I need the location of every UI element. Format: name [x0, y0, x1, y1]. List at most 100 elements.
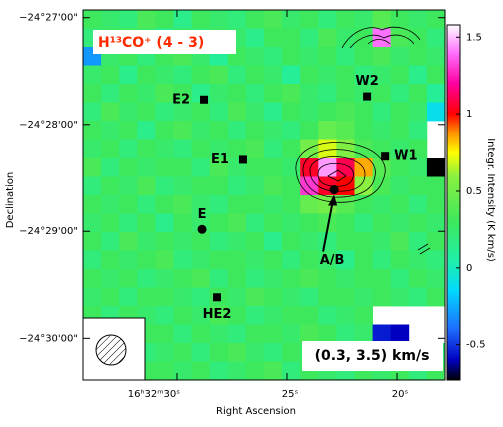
cell — [119, 213, 138, 233]
cell — [191, 176, 211, 196]
cell — [264, 84, 283, 103]
cell — [426, 84, 446, 103]
cell — [101, 102, 120, 122]
cell — [155, 84, 174, 103]
cell — [191, 324, 211, 344]
cell — [155, 232, 174, 251]
x-tick-label: 20ˢ — [392, 389, 409, 400]
cell — [390, 139, 410, 159]
colorbar-segment — [447, 175, 460, 223]
cell — [137, 176, 156, 196]
contours — [295, 26, 431, 255]
overlay: H¹³CO⁺ (4 - 3) (0.3, 3.5) km/s E2 W2 E1 W1 E… — [82, 26, 443, 381]
cell — [137, 287, 156, 307]
cell — [227, 139, 247, 159]
cell — [408, 139, 428, 159]
cell — [191, 195, 211, 214]
cell — [209, 324, 229, 344]
cell — [137, 158, 156, 177]
source-marker — [381, 152, 390, 161]
cell — [336, 121, 355, 140]
cell — [282, 28, 301, 48]
cell — [354, 250, 373, 270]
cell — [155, 250, 174, 270]
cell — [83, 121, 102, 140]
colorbar-segment — [447, 329, 460, 361]
cell — [354, 121, 373, 140]
cell — [318, 121, 337, 140]
cell — [390, 65, 410, 85]
cell — [245, 176, 265, 196]
cell — [245, 139, 265, 159]
cell — [318, 28, 337, 48]
cell — [318, 139, 337, 159]
cell — [155, 10, 174, 29]
cell — [137, 195, 156, 214]
cell — [101, 269, 120, 288]
cell — [173, 250, 192, 270]
cell — [227, 306, 247, 325]
cell — [318, 324, 337, 344]
colorbar-segment — [447, 52, 460, 84]
cell — [264, 250, 283, 270]
source-label: W2 — [355, 74, 378, 89]
cell — [209, 102, 229, 122]
colorbar-label: Integr. Intensity (K km/s) — [485, 138, 496, 262]
cell — [191, 343, 211, 362]
cell — [372, 213, 392, 233]
cell — [227, 121, 247, 140]
cell — [245, 84, 265, 103]
source-label: HE2 — [203, 307, 232, 322]
cell — [83, 65, 102, 85]
cell — [137, 213, 156, 233]
cell — [408, 176, 428, 196]
cell — [227, 195, 247, 214]
cell — [336, 269, 355, 288]
cell — [209, 361, 229, 381]
cell — [336, 232, 355, 251]
cell — [83, 232, 102, 251]
cell — [137, 10, 156, 29]
cell — [300, 213, 319, 233]
cell — [282, 10, 301, 29]
cell — [264, 121, 283, 140]
cell — [83, 269, 102, 288]
cell — [372, 195, 392, 214]
cell — [300, 84, 319, 103]
cell — [390, 195, 410, 214]
cell — [426, 269, 446, 288]
cell — [282, 176, 301, 196]
cell — [137, 121, 156, 140]
cell — [408, 195, 428, 214]
cell — [191, 158, 211, 177]
cell — [155, 195, 174, 214]
cell — [318, 213, 337, 233]
cell — [101, 287, 120, 307]
cell — [245, 269, 265, 288]
cell — [191, 269, 211, 288]
cell — [191, 121, 211, 140]
cell — [83, 102, 102, 122]
cell — [300, 306, 319, 325]
cell — [264, 232, 283, 251]
cell — [264, 47, 283, 66]
cell — [282, 195, 301, 214]
colorbar-segment — [447, 132, 460, 153]
cell — [282, 47, 301, 66]
cell — [354, 306, 373, 325]
cell — [372, 287, 392, 307]
cell — [119, 176, 138, 196]
cell — [354, 176, 373, 196]
cell — [354, 324, 373, 344]
cell — [336, 47, 355, 66]
cell — [408, 84, 428, 103]
cell — [173, 195, 192, 214]
cell — [119, 84, 138, 103]
cell — [354, 10, 373, 29]
cell — [101, 158, 120, 177]
cell — [227, 324, 247, 344]
cell — [300, 195, 319, 214]
cell — [264, 158, 283, 177]
cell — [227, 232, 247, 251]
cell — [173, 361, 192, 381]
